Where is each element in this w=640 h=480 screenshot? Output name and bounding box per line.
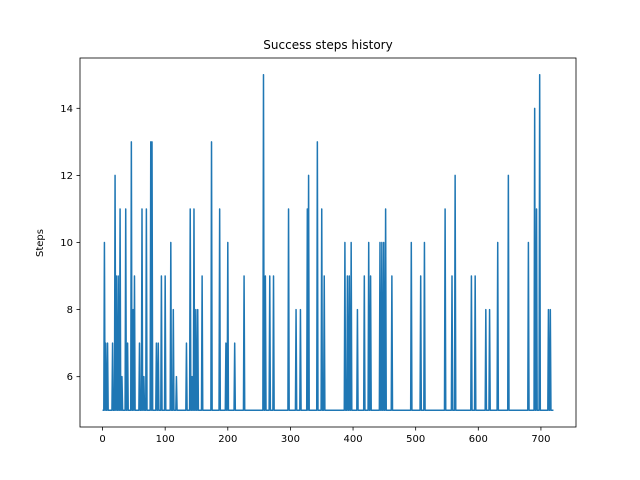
x-tick-label: 500	[406, 434, 425, 445]
x-tick-label: 200	[218, 434, 237, 445]
x-tick-label: 400	[344, 434, 363, 445]
x-tick-label: 700	[531, 434, 550, 445]
y-tick-label: 10	[60, 238, 73, 249]
x-axis: 0 100 200 300 400 500 600 700	[99, 427, 550, 445]
chart-title: Success steps history	[263, 38, 392, 52]
x-tick-label: 0	[99, 434, 105, 445]
y-tick-label: 14	[60, 104, 73, 115]
y-tick-label: 8	[67, 305, 73, 316]
y-axis-label: Steps	[35, 229, 46, 257]
y-tick-label: 6	[67, 372, 73, 383]
x-tick-label: 100	[156, 434, 175, 445]
y-tick-label: 12	[60, 171, 73, 182]
y-axis: 6 8 10 12 14	[60, 104, 80, 383]
plot-area	[102, 74, 554, 411]
series-line-0	[102, 74, 554, 411]
x-tick-label: 600	[469, 434, 488, 445]
x-tick-label: 300	[281, 434, 300, 445]
plot-frame	[79, 57, 577, 428]
